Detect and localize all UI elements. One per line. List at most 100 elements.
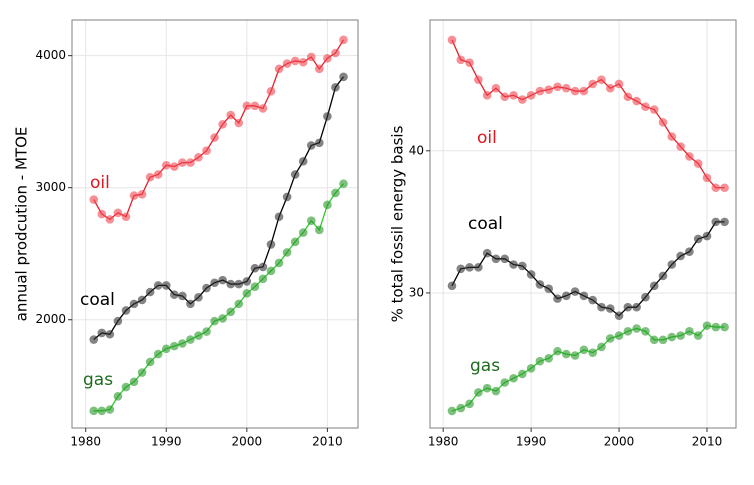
data-point <box>570 287 580 296</box>
data-point <box>290 170 300 179</box>
data-point <box>667 332 677 342</box>
x-tick-label: 1980 <box>70 435 101 449</box>
data-point <box>465 263 474 272</box>
data-point <box>306 52 316 62</box>
data-point <box>658 118 668 127</box>
series-line <box>93 76 345 341</box>
data-point <box>474 388 483 397</box>
data-point <box>597 342 606 352</box>
data-point <box>250 101 260 111</box>
data-point <box>518 369 527 379</box>
data-point <box>693 331 703 340</box>
data-point <box>553 294 562 303</box>
y-tick-label: 3000 <box>35 180 66 194</box>
data-point <box>588 348 597 357</box>
data-point <box>234 299 244 309</box>
data-point <box>129 191 139 200</box>
data-point <box>218 314 227 323</box>
data-point <box>544 284 554 293</box>
data-point <box>170 290 179 299</box>
data-point <box>274 64 284 74</box>
data-point <box>266 240 276 249</box>
data-point <box>194 292 203 302</box>
y-tick-label: 30 <box>409 285 424 299</box>
data-point <box>137 295 147 305</box>
data-point <box>210 133 219 142</box>
x-tick-label: 1990 <box>151 435 182 449</box>
data-point <box>553 346 562 356</box>
data-point <box>145 287 155 297</box>
data-point <box>105 405 115 414</box>
data-point <box>145 357 155 367</box>
data-point <box>579 291 589 301</box>
data-point <box>178 291 187 301</box>
data-point <box>685 152 694 161</box>
data-point <box>526 270 536 279</box>
data-point <box>632 302 641 312</box>
series-label: coal <box>468 214 503 234</box>
data-point <box>561 83 571 93</box>
data-point <box>331 188 340 198</box>
data-point <box>290 237 300 247</box>
data-point <box>702 231 712 241</box>
data-point <box>658 335 668 345</box>
data-point <box>250 263 260 273</box>
x-tick-label: 2010 <box>312 435 343 449</box>
data-point <box>720 217 729 227</box>
data-point <box>605 334 615 343</box>
data-point <box>161 281 171 290</box>
data-point <box>306 216 316 225</box>
data-point <box>482 91 492 100</box>
data-point <box>121 382 131 392</box>
data-point <box>623 92 633 102</box>
data-point <box>641 292 650 302</box>
data-point <box>632 96 641 106</box>
data-point <box>339 179 348 189</box>
panel: 2000 3000 4000 1980 1990 2000 2010 annual prodc… <box>13 19 359 449</box>
data-point <box>685 247 694 257</box>
data-point <box>170 341 179 351</box>
x-tick-label: 1990 <box>516 435 547 449</box>
data-point <box>482 248 492 258</box>
data-point <box>685 327 694 336</box>
y-axis-title: % total fossil energy basis <box>389 125 407 322</box>
data-point <box>641 102 650 112</box>
data-point <box>97 209 107 219</box>
data-point <box>474 263 483 272</box>
data-point <box>614 331 624 340</box>
data-point <box>500 92 510 102</box>
y-tick-label: 4000 <box>35 48 66 62</box>
data-point <box>105 329 115 339</box>
y-tick-label: 2000 <box>35 312 66 326</box>
data-point <box>456 403 466 413</box>
data-point <box>456 264 466 274</box>
data-point <box>218 120 227 129</box>
data-point <box>561 291 571 301</box>
data-point <box>588 295 597 305</box>
data-point <box>186 299 195 309</box>
data-point <box>491 386 501 396</box>
series-line <box>451 39 725 189</box>
data-point <box>234 118 244 128</box>
data-point <box>474 75 483 85</box>
data-point <box>315 64 324 74</box>
data-point <box>720 183 729 193</box>
data-point <box>702 173 712 183</box>
data-point <box>605 83 615 93</box>
data-point <box>597 302 606 312</box>
data-point <box>170 162 179 171</box>
data-point <box>194 331 203 340</box>
series-label: gas <box>83 370 113 390</box>
data-point <box>518 95 527 104</box>
data-point <box>465 58 474 67</box>
data-point <box>544 85 554 94</box>
data-point <box>129 299 139 309</box>
data-point <box>242 101 252 111</box>
data-point <box>658 271 668 281</box>
data-point <box>153 281 163 290</box>
data-point <box>89 406 99 416</box>
data-point <box>509 373 518 383</box>
data-point <box>535 280 545 289</box>
data-point <box>526 363 536 373</box>
